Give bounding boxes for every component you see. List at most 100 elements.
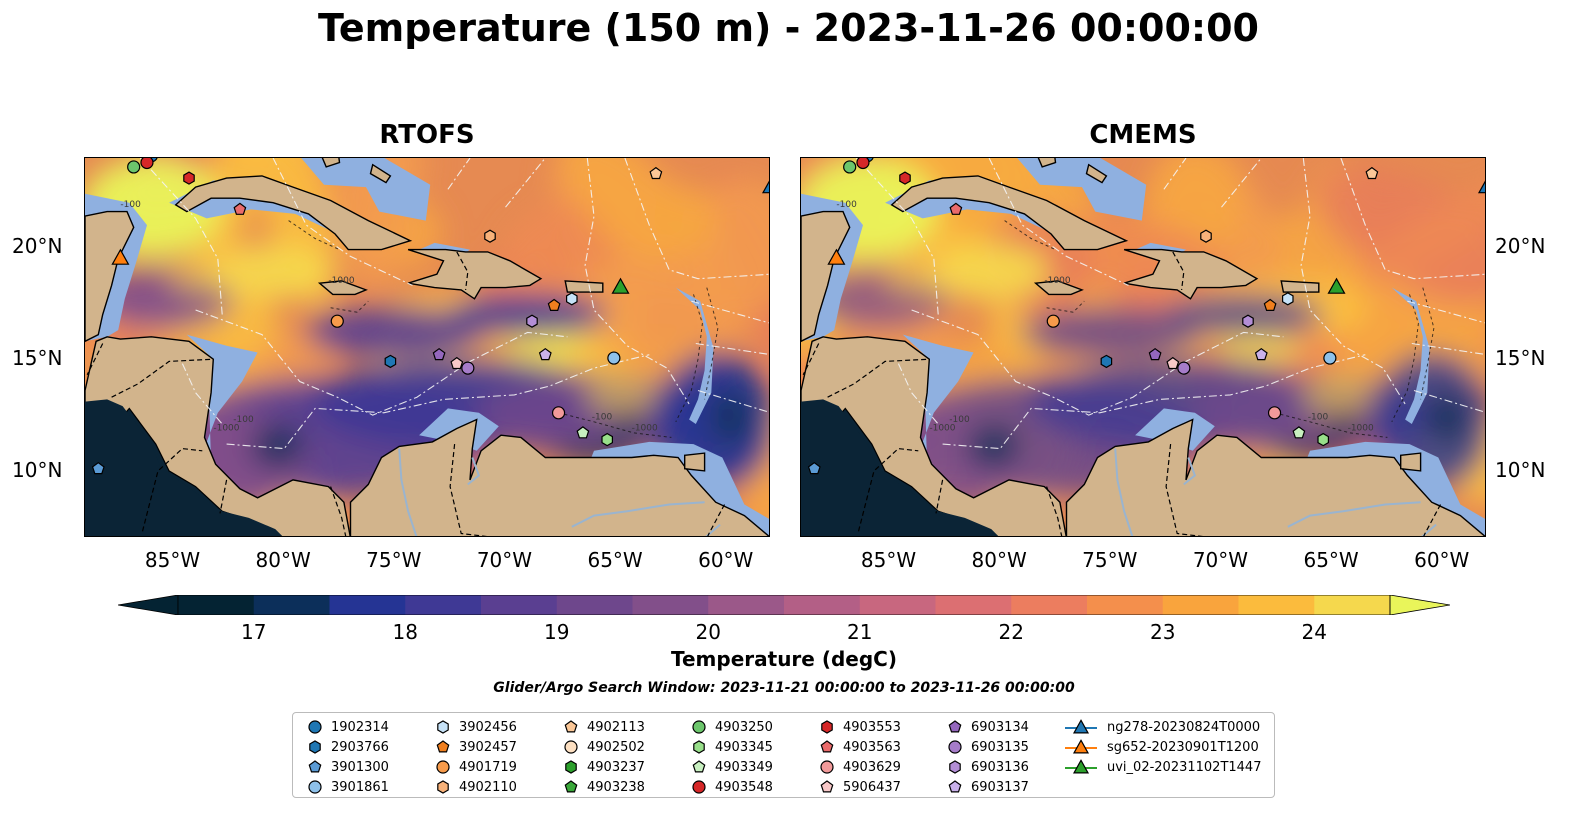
colorbar-bin xyxy=(708,595,785,615)
colorbar-graphic xyxy=(117,594,1451,616)
eez-boundary xyxy=(505,158,546,208)
country-border xyxy=(1165,444,1204,536)
legend-marker-shape xyxy=(1072,739,1090,754)
colorbar xyxy=(117,594,1451,616)
eez-boundary xyxy=(195,309,568,416)
platform-marker xyxy=(1317,432,1330,447)
land-puerto-rico xyxy=(564,280,604,293)
legend-marker xyxy=(565,760,577,774)
isobath-contour xyxy=(558,412,672,438)
platform-marker xyxy=(330,314,344,328)
legend-item-glider: sg652-20230901T1200 xyxy=(1063,737,1259,757)
legend-marker-shape xyxy=(820,740,834,753)
map-canvas: -100-100-1000-1000-100-1000 xyxy=(85,158,769,536)
eez-boundary xyxy=(988,158,1129,286)
colorbar-bin xyxy=(632,595,709,615)
legend-label: 4902502 xyxy=(587,739,645,755)
platform-marker xyxy=(461,361,475,375)
legend-marker xyxy=(820,780,834,793)
legend-item: 3902457 xyxy=(435,737,517,757)
land-jamaica xyxy=(1033,280,1084,296)
legend-marker xyxy=(437,780,449,794)
isobath-contour xyxy=(330,300,369,313)
legend-marker xyxy=(1065,739,1097,754)
legend-label: 6903135 xyxy=(971,739,1029,755)
legend-label: 3901861 xyxy=(331,779,389,795)
platform-marker xyxy=(1148,347,1162,361)
colorbar-label: Temperature (degC) xyxy=(671,647,897,671)
legend-item: 5906437 xyxy=(819,777,901,797)
legend-marker-shape xyxy=(821,720,833,734)
land-yucatan xyxy=(85,210,135,343)
glider-marker xyxy=(761,180,769,194)
legend-marker xyxy=(437,720,449,734)
river xyxy=(571,501,705,528)
country-border xyxy=(141,447,203,532)
pacific-deep xyxy=(801,399,999,536)
lat-tick-label-right: 20°N xyxy=(1495,234,1546,259)
legend-marker-shape xyxy=(949,760,961,774)
legend-label: 4902113 xyxy=(587,719,645,735)
country-border xyxy=(827,358,930,398)
isobath-contour xyxy=(1004,220,1056,251)
panel-title-cmems: CMEMS xyxy=(1089,120,1197,150)
contour-label: -100 xyxy=(120,200,141,210)
legend-marker xyxy=(564,720,578,733)
colorbar-tick-label: 23 xyxy=(1150,620,1176,644)
shallow-shelf xyxy=(186,334,258,465)
legend-label: 4903553 xyxy=(843,719,901,735)
legend-item: 4902502 xyxy=(563,737,645,757)
legend-marker xyxy=(949,760,961,774)
legend-marker xyxy=(436,740,450,753)
land-cuba xyxy=(174,175,413,251)
platform-marker xyxy=(127,160,141,174)
country-border xyxy=(802,343,820,376)
platform-marker xyxy=(432,347,446,361)
contour-label: -1000 xyxy=(1348,424,1374,434)
land-south-america xyxy=(349,418,769,536)
legend-label: 3902457 xyxy=(459,739,517,755)
glider-marker xyxy=(611,277,630,294)
legend-label: 4901719 xyxy=(459,759,517,775)
legend-marker xyxy=(693,740,705,754)
colorbar-tick-label: 17 xyxy=(241,620,267,644)
legend-item: 3902456 xyxy=(435,717,517,737)
legend-marker-shape xyxy=(564,780,578,793)
land-south-america xyxy=(1065,418,1485,536)
platform-marker xyxy=(1263,298,1277,311)
land-hispaniola xyxy=(407,248,543,300)
legend-marker-shape xyxy=(308,760,322,773)
eez-boundary xyxy=(911,309,1284,416)
colorbar-bin xyxy=(253,595,330,615)
pacific-deep xyxy=(85,399,283,536)
platform-marker xyxy=(807,461,821,475)
eez-boundary xyxy=(447,158,471,190)
legend-label: 6903134 xyxy=(971,719,1029,735)
map-panel-rtofs: -100 -100 -1000 -1000 -100 -1000 xyxy=(84,157,770,537)
platform-marker xyxy=(450,356,464,370)
colorbar-extend-low xyxy=(117,594,179,616)
contour-label: -1000 xyxy=(632,424,658,434)
eez-boundary xyxy=(855,158,939,315)
platform-marker xyxy=(538,347,552,361)
colorbar-tick-label: 22 xyxy=(998,620,1024,644)
colorbar-tick-label: 20 xyxy=(695,620,721,644)
glider-marker xyxy=(111,248,130,265)
isobath-contour xyxy=(1420,287,1435,400)
legend-label: 1902314 xyxy=(331,719,389,735)
legend-marker xyxy=(308,780,322,794)
legend-item: 4903553 xyxy=(819,717,901,737)
legend-marker-shape xyxy=(693,740,705,754)
shallow-shelf xyxy=(902,334,974,465)
legend-marker xyxy=(948,720,962,733)
platform-marker xyxy=(1242,314,1254,328)
legend-label: 5906437 xyxy=(843,779,901,795)
legend-label: 6903137 xyxy=(971,779,1029,795)
legend-label: 4903349 xyxy=(715,759,773,775)
country-border xyxy=(1423,504,1442,536)
legend-item: 4903237 xyxy=(563,757,645,777)
legend-label: 3902456 xyxy=(459,719,517,735)
lon-tick-label: 85°W xyxy=(860,548,917,572)
lat-tick-label: 20°N xyxy=(12,234,63,259)
legend-marker-shape xyxy=(564,720,578,733)
